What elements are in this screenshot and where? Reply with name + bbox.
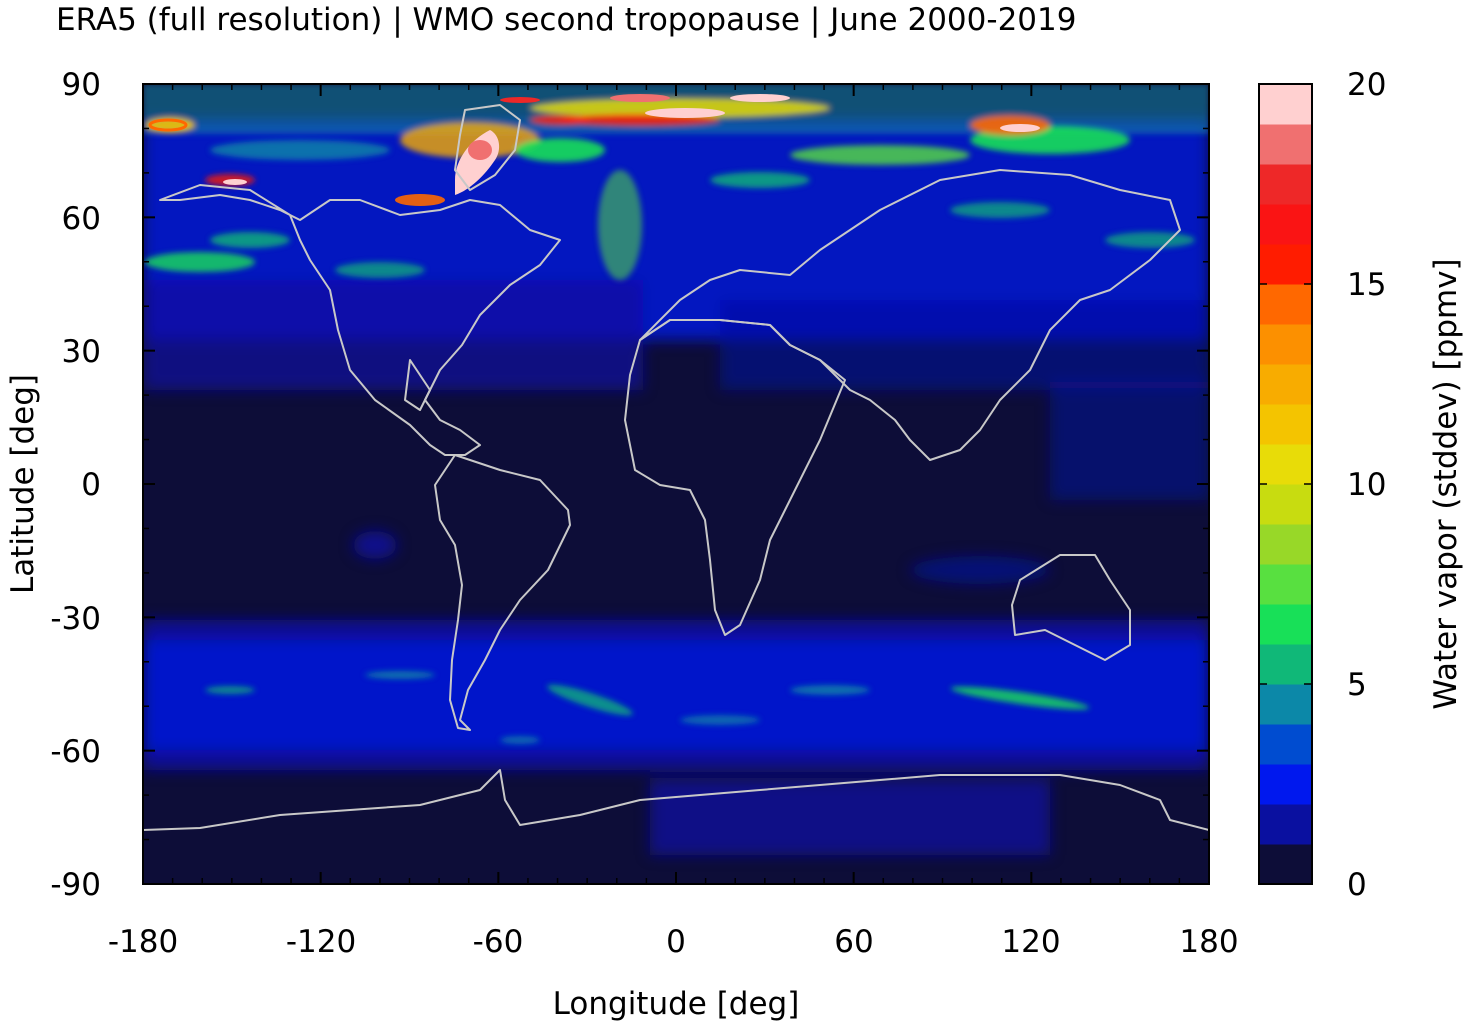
x-tick-label: -120 [286, 924, 356, 960]
x-axis-label: Longitude [deg] [553, 986, 800, 1022]
colorbar-tick-label: 0 [1347, 867, 1367, 903]
colorbar-step [1259, 284, 1312, 325]
colorbar-step [1259, 844, 1312, 885]
colorbar-step [1259, 444, 1312, 485]
y-tick-label: 60 [62, 201, 101, 237]
coastlines [143, 104, 1209, 831]
colorbar-step [1259, 684, 1312, 725]
colorbar-tick-labels: 0 5 10 15 20 [1347, 67, 1386, 903]
x-tick-label: 120 [1001, 924, 1060, 960]
major-ticks [142, 83, 1210, 885]
x-tick-label: 0 [666, 924, 686, 960]
y-tick-label: -30 [50, 601, 101, 637]
x-tick-label: 60 [834, 924, 873, 960]
y-tick-label: 30 [62, 334, 101, 370]
heatmap-field [143, 84, 1209, 884]
arctic-maxima [148, 94, 1040, 206]
y-tick-label: 90 [62, 67, 101, 103]
colorbar-step [1259, 404, 1312, 445]
colorbar-step [1259, 604, 1312, 645]
y-tick-label: 0 [81, 467, 101, 503]
colorbar-step [1259, 804, 1312, 845]
x-tick-label: -60 [473, 924, 524, 960]
x-tick-label: 180 [1179, 924, 1238, 960]
colorbar-tick-label: 20 [1347, 67, 1386, 103]
colorbar-tick-label: 10 [1347, 467, 1386, 503]
colorbar-step [1259, 324, 1312, 365]
colorbar-step [1259, 244, 1312, 285]
colorbar-step [1259, 84, 1312, 125]
y-tick-label: -90 [50, 867, 101, 903]
colorbar-step [1259, 204, 1312, 245]
y-axis-label: Latitude [deg] [5, 374, 41, 594]
colorbar-step [1259, 724, 1312, 765]
colorbar-ticks [1259, 283, 1312, 685]
southern-blue-field [143, 531, 1209, 855]
colorbar-step [1259, 164, 1312, 205]
colorbar-tick-label: 5 [1347, 667, 1367, 703]
colorbar-label: Water vapor (stddev) [ppmv] [1428, 258, 1464, 709]
colorbar-step [1259, 564, 1312, 605]
x-tick-label: -180 [108, 924, 178, 960]
southern-streaks [205, 671, 1090, 744]
colorbar-step [1259, 524, 1312, 565]
colorbar-step [1259, 124, 1312, 165]
colorbar-step [1259, 764, 1312, 805]
colorbar-step [1259, 484, 1312, 525]
y-tick-labels: 90 60 30 0 -30 -60 -90 [50, 67, 101, 903]
colorbar-step [1259, 364, 1312, 405]
colorbar [1259, 84, 1312, 885]
colorbar-tick-label: 15 [1347, 267, 1386, 303]
x-tick-labels: -180 -120 -60 0 60 120 180 [108, 924, 1239, 960]
y-tick-label: -60 [50, 734, 101, 770]
plot-title: ERA5 (full resolution) | WMO second trop… [56, 2, 1077, 38]
colorbar-step [1259, 644, 1312, 685]
